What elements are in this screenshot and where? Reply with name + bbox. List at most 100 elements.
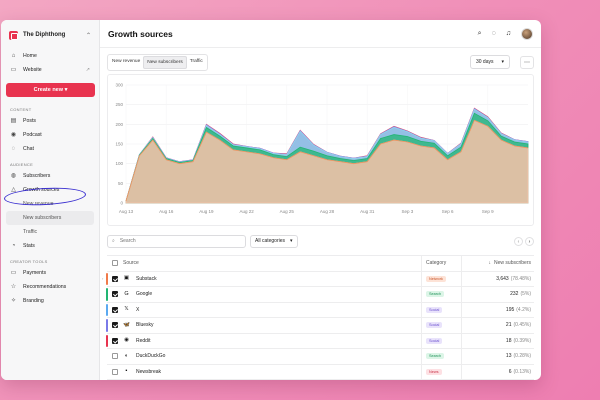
prev-page-button[interactable]: ‹ [514,236,523,246]
bell-icon[interactable]: ♫ [505,30,511,37]
stats-icon: ◔ [11,242,16,249]
source-name: Reddit [136,337,151,344]
select-all-checkbox[interactable] [112,260,118,267]
microphone-icon: ◉ [10,131,17,138]
column-header-value[interactable]: ↓ New subscribers [461,256,534,271]
subscriber-percent: (5%) [520,291,531,298]
sidebar-item-chat[interactable]: ◌ Chat [6,142,94,156]
y-tick-label: 100 [115,161,123,166]
sidebar-item-label: Podcast [23,132,42,138]
chart-svg: 0 50 100 150 200 250 300 Aug 13 Aug 16 Aug 19 Aug … [115,83,529,214]
x-tick-label: Aug 28 [320,209,335,214]
sidebar-item-stats[interactable]: ◔ Stats [6,239,94,253]
publication-switcher[interactable]: The Diphthong ⌃ [6,27,94,43]
subscriber-percent: (78.48%) [510,275,531,282]
subscriber-count: 13 [505,353,512,360]
more-options-button[interactable]: ⋯ [520,55,534,69]
table-row[interactable]: 🦋 Bluesky Social 21 (0.45%) [106,318,534,334]
chevron-down-icon: ▾ [290,238,293,244]
row-checkbox[interactable] [112,368,118,375]
tab-new-subscribers[interactable]: New subscribers [143,55,187,69]
expand-icon[interactable]: › [102,276,104,282]
chart-toolbar: New revenue New subscribers Traffic 30 d… [100,48,541,71]
star-icon: ✧ [10,297,17,304]
table-filters: ⌕ All categories ▾ ‹ › [100,234,541,248]
next-page-button[interactable]: › [525,236,534,246]
sort-icon: ↓ [488,260,492,267]
create-new-button[interactable]: Create new ▾ [6,83,95,97]
subscriber-count: 3,643 [496,275,509,282]
series-color-bar [106,334,108,347]
row-checkbox[interactable] [112,337,118,344]
source-name: Google [136,291,153,298]
table-row[interactable]: ◐ DuckDuckGo Search 13 (0.28%) [107,349,534,365]
subscriber-count: 18 [505,337,512,344]
row-checkbox[interactable] [112,322,118,329]
row-checkbox[interactable] [112,275,118,282]
tab-traffic[interactable]: Traffic [189,58,203,64]
sidebar-item-website[interactable]: ▭ Website ↗ [6,63,94,77]
table-row[interactable]: 𝕏 X Social 195 (4.2%) [106,302,534,318]
sidebar-item-new-subscribers[interactable]: New subscribers [6,211,94,225]
x-tick-label: Aug 25 [280,209,295,214]
table-row[interactable]: ▪ Newsbreak News 6 (0.13%) [107,364,534,380]
subscriber-count: 6 [508,368,512,375]
subscriber-percent: (0.13%) [513,368,531,375]
sidebar-item-home[interactable]: ⌂ Home [6,49,94,63]
search-icon[interactable]: ⌕ [477,29,482,37]
sidebar-item-recommendations[interactable]: ☆ Recommendations [6,280,94,294]
tab-new-revenue[interactable]: New revenue [112,58,141,64]
table-row[interactable]: ◉ Reddit Social 18 (0.39%) [106,333,534,349]
series-color-bar [106,288,108,301]
sidebar-item-posts[interactable]: ▤ Posts [6,114,94,128]
section-label-audience: AUDIENCE [10,162,34,167]
sidebar-item-new-revenue[interactable]: New revenue [6,197,94,211]
growth-chart: 0 50 100 150 200 250 300 Aug 13 Aug 16 Aug 19 Aug … [107,74,534,226]
category-badge: Search [426,353,445,360]
column-header-source[interactable]: Source [123,260,139,267]
source-name: Bluesky [136,322,154,329]
sidebar-item-subscribers[interactable]: ◍ Subscribers [6,169,94,183]
app-window: The Diphthong ⌃ ⌂ Home ▭ Website ↗ Creat… [1,20,541,380]
y-tick-label: 0 [120,201,123,206]
x-icon: 𝕏 [124,306,129,313]
search-icon: ⌕ [112,238,115,244]
table-row[interactable]: G Google Search 232 (5%) [106,287,534,303]
newsbreak-icon: ▪ [125,368,128,375]
subscriber-percent: (4.2%) [516,306,531,313]
avatar[interactable] [521,27,533,40]
sidebar-item-label: Subscribers [23,173,51,179]
source-name: DuckDuckGo [136,353,166,360]
series-color-bar [106,272,108,285]
table-row[interactable]: › ▣ Substack Network 3,643 (78.48%) [102,271,534,287]
sidebar-item-payments[interactable]: ▭ Payments [6,266,94,280]
page-header: Growth sources ⌕ ◌ ♫ [100,20,541,48]
sidebar-item-podcast[interactable]: ◉ Podcast [6,128,94,142]
sidebar-item-label: Website [23,67,42,73]
row-checkbox[interactable] [112,353,118,360]
sidebar: The Diphthong ⌃ ⌂ Home ▭ Website ↗ Creat… [1,20,100,380]
table-header: Source Category ↓ New subscribers [107,256,534,272]
line-series-substack [125,119,529,202]
growth-icon: △ [11,186,16,193]
sidebar-item-traffic[interactable]: Traffic [6,225,94,239]
category-badge: Social [426,337,443,344]
date-range-select[interactable]: 30 days ▾ [469,55,510,69]
search-box[interactable]: ⌕ [107,234,246,248]
sidebar-item-branding[interactable]: ✧ Branding [6,294,94,308]
chat-bubble-icon[interactable]: ◌ [491,30,496,37]
sources-table: Source Category ↓ New subscribers › ▣ Su… [102,255,534,380]
row-checkbox[interactable] [112,291,118,298]
category-badge: Search [426,291,445,298]
category-badge: News [426,368,442,375]
chevron-down-icon: ▾ [64,87,68,93]
sidebar-item-label: Payments [23,270,47,276]
category-select[interactable]: All categories ▾ [250,234,298,248]
row-checkbox[interactable] [112,306,118,313]
search-input[interactable] [119,238,230,244]
column-header-category[interactable]: Category [421,256,461,271]
user-icon: ◍ [10,172,17,179]
sidebar-item-growth-sources[interactable]: △ Growth sources [6,183,94,197]
x-tick-label: Aug 31 [360,209,375,214]
sidebar-item-label: New subscribers [23,215,62,221]
